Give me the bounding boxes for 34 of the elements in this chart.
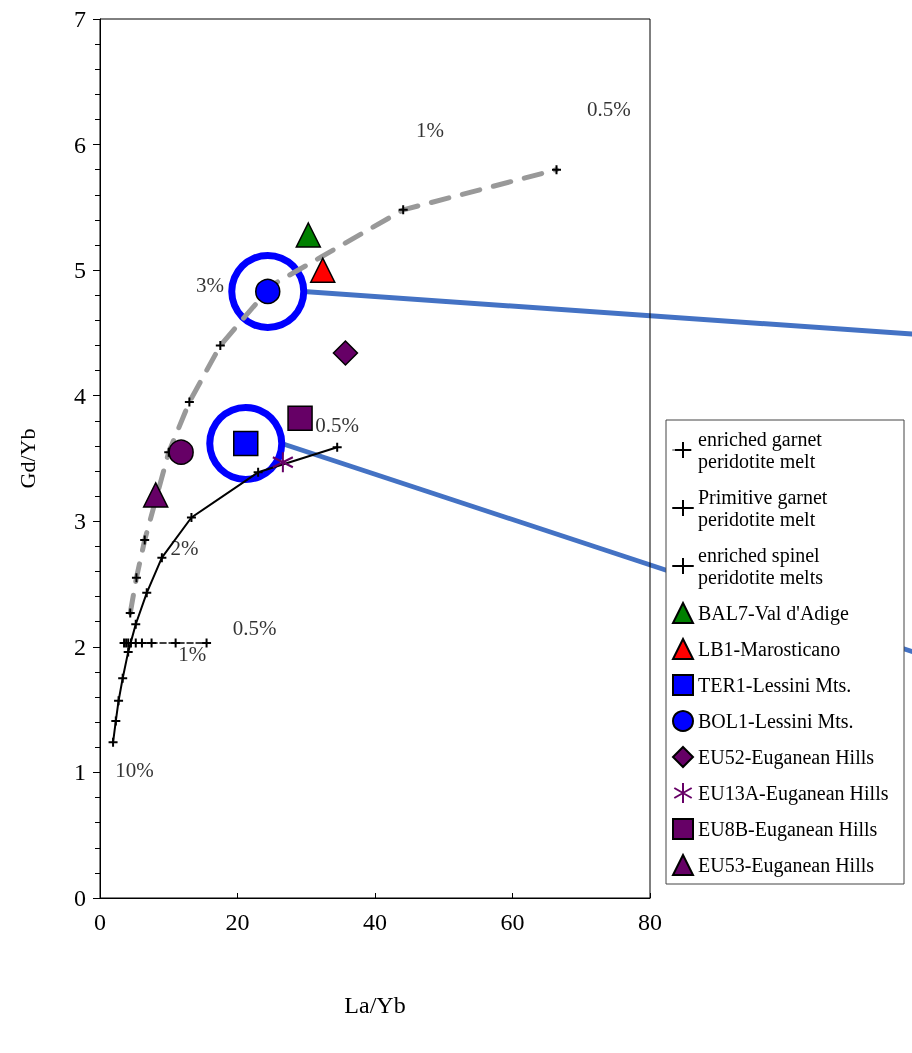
y-tick-label: 6 xyxy=(74,131,86,158)
legend-label: TER1-Lessini Mts. xyxy=(698,674,852,696)
annotation: 2% xyxy=(170,535,199,560)
x-tick-label: 0 xyxy=(94,909,106,935)
y-tick-label: 4 xyxy=(74,382,86,409)
annotation: 0.5% xyxy=(315,413,360,438)
x-tick-label: 20 xyxy=(225,909,250,935)
annotation: 0.5% xyxy=(586,97,631,122)
x-tick-label: 40 xyxy=(363,909,387,935)
legend-label: Primitive garnet peridotite melt xyxy=(698,486,833,531)
annotation: 1% xyxy=(416,117,444,142)
annotation: 1% xyxy=(178,642,207,667)
legend-label: enriched garnet peridotite melt xyxy=(698,428,827,473)
x-tick-label: 80 xyxy=(638,909,662,935)
legend-label: enriched spinel peridotite melts xyxy=(698,544,825,589)
legend-label: EU53-Euganean Hills xyxy=(698,854,875,877)
y-tick-label: 0 xyxy=(74,885,86,911)
y-tick-label: 2 xyxy=(74,633,86,660)
annotation: 10% xyxy=(115,757,154,782)
legend-label: EU52-Euganean Hills xyxy=(698,746,875,769)
legend-label: LB1-Marosticano xyxy=(698,638,841,660)
x-tick-label: 60 xyxy=(500,909,525,935)
y-tick-label: 1 xyxy=(74,759,86,786)
legend-label: EU13A-Euganean Hills xyxy=(698,782,889,805)
legend-label: BOL1-Lessini Mts. xyxy=(698,710,854,732)
y-tick-label: 5 xyxy=(74,257,86,284)
annotation: 0.5% xyxy=(232,616,277,641)
y-tick-label: 3 xyxy=(74,508,86,535)
legend-label: EU8B-Euganean Hills xyxy=(698,818,878,841)
y-tick-label: 7 xyxy=(74,6,86,32)
legend-label: BAL7-Val d'Adige xyxy=(698,602,849,625)
x-axis-title: La/Yb xyxy=(344,992,406,1018)
annotation: 3% xyxy=(195,273,224,298)
y-axis-title: Gd/Yb xyxy=(14,428,40,489)
